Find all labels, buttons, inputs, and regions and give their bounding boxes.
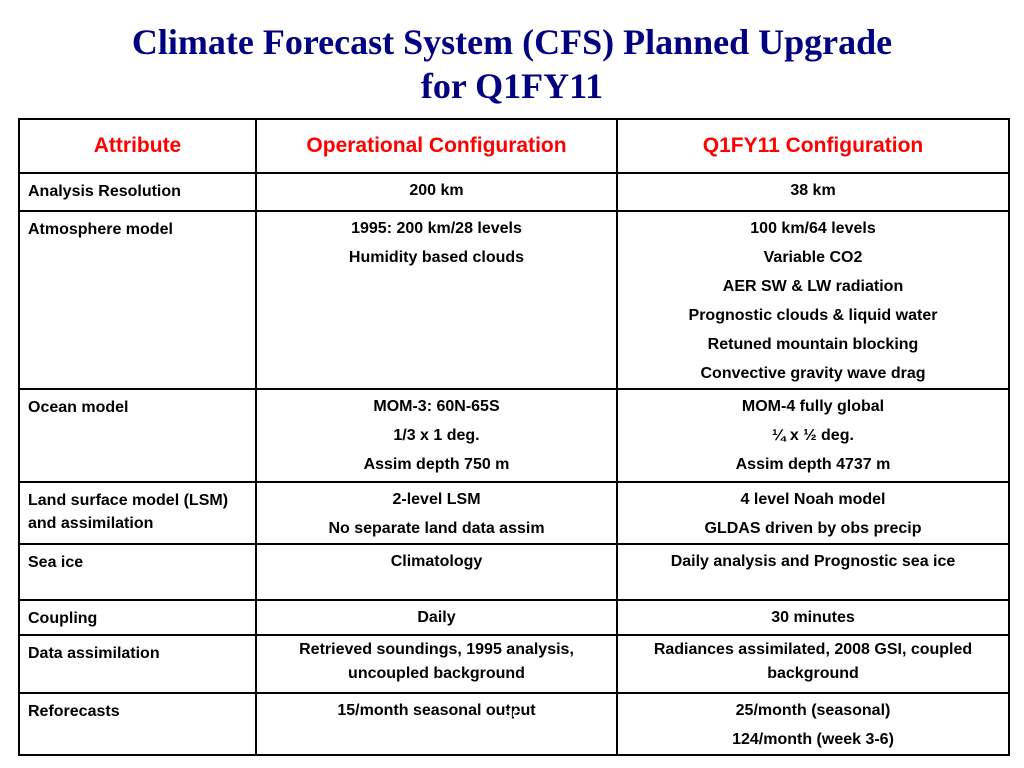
cell-line: Assim depth 4737 m	[735, 456, 891, 473]
cell-line: Daily	[417, 609, 456, 626]
cell-line: 4 level Noah model	[740, 491, 886, 508]
row-q1fy11: Radiances assimilated, 2008 GSI, coupled…	[616, 634, 1010, 694]
slide-title: Climate Forecast System (CFS) Planned Up…	[0, 20, 1024, 108]
row-q1fy11: MOM-4 fully global ¼ x ½ deg. Assim dept…	[616, 388, 1010, 483]
table-row: Coupling Daily 30 minutes	[18, 599, 1010, 636]
cell-line: GLDAS driven by obs precip	[704, 520, 922, 537]
table-row: Analysis Resolution 200 km 38 km	[18, 172, 1010, 212]
cell-line: MOM-4 fully global	[741, 398, 885, 415]
cell-line: Radiances assimilated, 2008 GSI, coupled…	[653, 641, 973, 682]
slide-title-line-2: for Q1FY11	[420, 66, 604, 106]
row-q1fy11: 25/month (seasonal) 124/month (week 3-6)	[616, 692, 1010, 756]
cell-line: Humidity based clouds	[348, 249, 525, 266]
cell-line: ¼ x ½ deg.	[772, 427, 854, 444]
cell-line: 38 km	[790, 182, 836, 199]
table-row: Reforecasts 15/month seasonal output 25/…	[18, 692, 1010, 756]
row-attribute: Ocean model	[18, 388, 257, 483]
row-attribute: Coupling	[18, 599, 257, 636]
cell-line: Prognostic clouds & liquid water	[688, 307, 938, 324]
cell-line: 1/3 x 1 deg.	[393, 427, 480, 444]
row-operational: Daily	[255, 599, 618, 636]
row-attribute: Sea ice	[18, 543, 257, 601]
cell-line: 100 km/64 levels	[750, 220, 876, 237]
cell-line: Climatology	[390, 553, 483, 570]
cell-line: Convective gravity wave drag	[700, 365, 926, 382]
row-attribute: Reforecasts	[18, 692, 257, 756]
row-q1fy11: Daily analysis and Prognostic sea ice	[616, 543, 1010, 601]
header-operational: Operational Configuration	[255, 118, 618, 174]
table-row: Atmosphere model 1995: 200 km/28 levels …	[18, 210, 1010, 390]
table-row: Ocean model MOM-3: 60N-65S 1/3 x 1 deg. …	[18, 388, 1010, 483]
cell-line: AER SW & LW radiation	[722, 278, 904, 295]
row-q1fy11: 30 minutes	[616, 599, 1010, 636]
row-attribute: Land surface model (LSM) and assimilatio…	[18, 481, 257, 545]
row-operational: 200 km	[255, 172, 618, 212]
cell-line: MOM-3: 60N-65S	[373, 398, 500, 415]
row-attribute: Atmosphere model	[18, 210, 257, 390]
page-number: 35	[503, 709, 521, 726]
table-row: Data assimilation Retrieved soundings, 1…	[18, 634, 1010, 694]
cell-line: 25/month (seasonal)	[735, 702, 891, 719]
table-row: Land surface model (LSM) and assimilatio…	[18, 481, 1010, 545]
cell-line: No separate land data assim	[328, 520, 545, 537]
row-q1fy11: 38 km	[616, 172, 1010, 212]
row-attribute: Analysis Resolution	[18, 172, 257, 212]
row-q1fy11: 100 km/64 levels Variable CO2 AER SW & L…	[616, 210, 1010, 390]
cell-line: Retuned mountain blocking	[707, 336, 919, 353]
cell-line: 15/month seasonal output	[337, 702, 536, 719]
row-operational: 15/month seasonal output	[255, 692, 618, 756]
cell-line: Daily analysis and Prognostic sea ice	[670, 553, 956, 570]
row-q1fy11: 4 level Noah model GLDAS driven by obs p…	[616, 481, 1010, 545]
header-q1fy11: Q1FY11 Configuration	[616, 118, 1010, 174]
table-header-row: Attribute Operational Configuration Q1FY…	[18, 118, 1010, 174]
row-operational: MOM-3: 60N-65S 1/3 x 1 deg. Assim depth …	[255, 388, 618, 483]
cell-line: Variable CO2	[763, 249, 863, 266]
cell-line: Assim depth 750 m	[363, 456, 510, 473]
cell-line: 30 minutes	[771, 609, 855, 626]
cell-line: 200 km	[409, 182, 464, 199]
slide-title-line-1: Climate Forecast System (CFS) Planned Up…	[131, 22, 893, 62]
cell-line: Retrieved soundings, 1995 analysis, unco…	[299, 641, 574, 682]
row-operational: Retrieved soundings, 1995 analysis, unco…	[255, 634, 618, 694]
cell-line: 2-level LSM	[392, 491, 481, 508]
row-operational: 1995: 200 km/28 levels Humidity based cl…	[255, 210, 618, 390]
row-operational: Climatology	[255, 543, 618, 601]
table-row: Sea ice Climatology Daily analysis and P…	[18, 543, 1010, 601]
configuration-table: Attribute Operational Configuration Q1FY…	[18, 118, 1010, 756]
row-operational: 2-level LSM No separate land data assim	[255, 481, 618, 545]
row-attribute: Data assimilation	[18, 634, 257, 694]
cell-line: 124/month (week 3-6)	[732, 731, 894, 748]
header-attribute: Attribute	[18, 118, 257, 174]
cell-line: 1995: 200 km/28 levels	[351, 220, 522, 237]
